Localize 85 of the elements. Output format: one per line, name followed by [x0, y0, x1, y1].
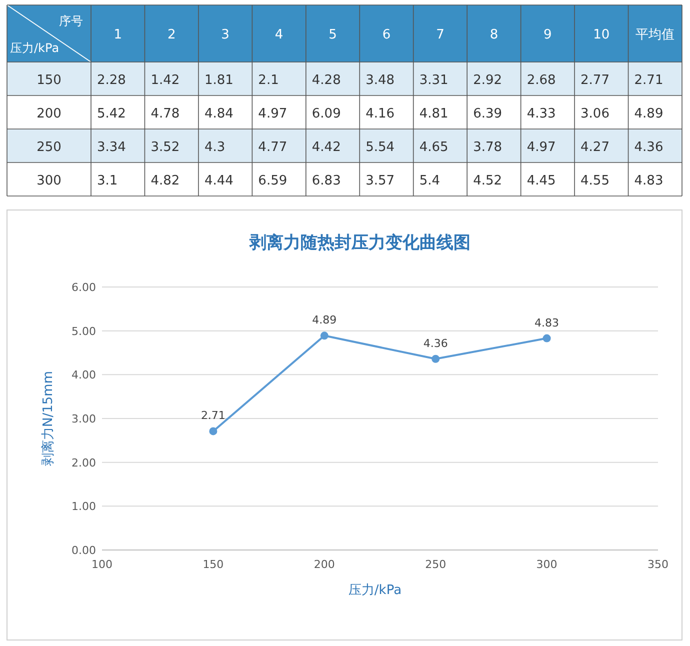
data-label: 4.83 — [534, 316, 560, 330]
data-label: 4.44 — [204, 173, 234, 188]
data-label: 4.89 — [312, 314, 337, 327]
data-label: 4.45 — [526, 173, 556, 188]
y-tick-label: 5.00 — [72, 324, 96, 338]
y-axis-title: 压力/kPa — [10, 41, 60, 55]
data-label: 4.52 — [473, 173, 502, 188]
x-tick-label: 150 — [202, 558, 224, 571]
point — [320, 332, 328, 340]
chart-title: 剥离力随热封压力变化曲线图 — [248, 233, 470, 253]
x-axis-title: 压力/kPa — [348, 583, 402, 598]
data-label: 6.09 — [312, 106, 341, 122]
data-label: 5.54 — [366, 140, 395, 155]
point — [542, 334, 551, 342]
data-label: 6.59 — [258, 173, 288, 188]
y-tick-label: 3.00 — [72, 412, 96, 426]
data-label: 3.78 — [473, 140, 502, 155]
data-label: 4.42 — [312, 140, 341, 155]
x-tick-label: 1 — [114, 28, 122, 42]
x-tick-label: 10 — [593, 28, 610, 42]
y-tick-label: 1.00 — [72, 500, 96, 514]
data-label: 4.82 — [150, 173, 180, 188]
data-label: 2.1 — [258, 72, 279, 88]
data-label: 2.92 — [473, 72, 502, 88]
x-axis-title: 序号 — [59, 14, 83, 28]
x-tick-label: 100 — [92, 558, 112, 571]
data-label: 5.4 — [419, 173, 440, 188]
data-label: 5.42 — [97, 106, 126, 122]
data-label: 6.83 — [312, 173, 341, 188]
data-label: 4.16 — [366, 106, 395, 122]
data-label: 4.3 — [204, 140, 226, 155]
point — [209, 427, 218, 436]
data-label: 4.97 — [258, 106, 288, 122]
y-tick-label: 150 — [36, 72, 62, 88]
data-label: 4.55 — [580, 173, 610, 188]
data-label: 4.65 — [419, 140, 448, 155]
data-label: 4.83 — [634, 173, 664, 188]
data-label: 2.71 — [634, 72, 664, 88]
data-label: 3.34 — [97, 140, 126, 155]
y-tick-label: 0.00 — [72, 544, 96, 557]
data-label: 4.78 — [150, 106, 180, 122]
data-label: 2.28 — [97, 72, 126, 88]
x-tick-label: 3 — [221, 28, 230, 42]
x-tick-label: 250 — [425, 558, 446, 571]
x-tick-label: 300 — [536, 558, 558, 571]
point — [432, 354, 440, 363]
data-label: 4.27 — [580, 140, 610, 155]
x-tick-label: 8 — [490, 28, 498, 42]
data-label: 4.89 — [634, 106, 664, 122]
data-label: 3.48 — [366, 72, 395, 88]
y-axis-title: 剥离力N/15mm — [40, 371, 56, 466]
data-label: 3.06 — [580, 106, 610, 122]
data-label: 4.81 — [419, 106, 448, 122]
data-label: 4.33 — [526, 106, 556, 122]
data-label: 4.28 — [312, 72, 341, 88]
x-tick-label: 平均值 — [636, 28, 675, 42]
data-label: 4.97 — [526, 140, 556, 155]
y-tick-label: 300 — [36, 173, 62, 188]
data-label: 1.81 — [204, 72, 234, 88]
x-tick-label: 6 — [382, 28, 391, 42]
data-label: 4.84 — [204, 106, 234, 122]
y-tick-label: 6.00 — [72, 281, 96, 294]
x-tick-label: 2 — [167, 28, 176, 42]
x-tick-label: 4 — [274, 28, 284, 42]
data-label: 3.31 — [419, 72, 448, 88]
data-label: 4.77 — [258, 140, 288, 155]
data-label: 6.39 — [473, 106, 502, 122]
data-label: 3.57 — [366, 173, 395, 188]
x-tick-label: 9 — [544, 28, 552, 42]
x-tick-label: 200 — [314, 558, 335, 571]
y-tick-label: 2.00 — [72, 456, 96, 470]
data-label: 3.1 — [97, 173, 118, 188]
data-label: 2.71 — [200, 409, 226, 422]
data-label: 1.42 — [150, 72, 180, 88]
data-label: 2.77 — [580, 72, 610, 88]
data-label: 4.36 — [634, 140, 664, 155]
data-label: 4.36 — [423, 336, 448, 350]
data-label: 2.68 — [526, 72, 556, 88]
data-label: 3.52 — [150, 140, 180, 155]
x-tick-label: 350 — [648, 558, 668, 571]
y-tick-label: 250 — [36, 140, 62, 155]
y-tick-label: 4.00 — [72, 368, 96, 382]
x-tick-label: 5 — [328, 28, 337, 42]
x-tick-label: 7 — [436, 28, 444, 42]
y-tick-label: 200 — [36, 106, 62, 122]
